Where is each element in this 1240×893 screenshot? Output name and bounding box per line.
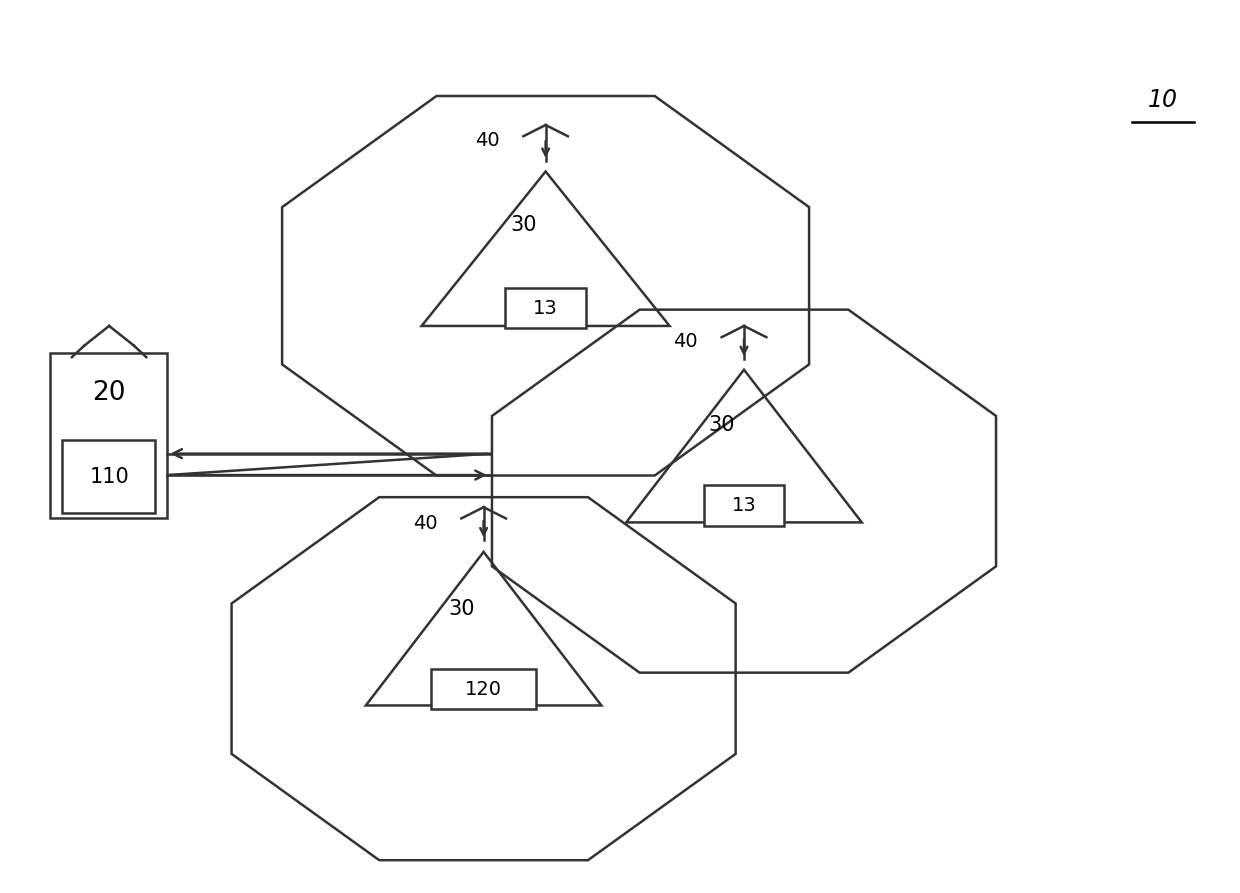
Bar [50, 353, 167, 518]
Text: 20: 20 [92, 380, 126, 406]
Text: 40: 40 [413, 513, 438, 533]
Bar [432, 670, 537, 709]
Text: 13: 13 [533, 298, 558, 318]
Bar [62, 440, 155, 513]
Text: 13: 13 [732, 496, 756, 515]
Text: 110: 110 [89, 467, 129, 487]
Text: 40: 40 [475, 130, 500, 150]
Text: 30: 30 [448, 599, 475, 619]
Text: 30: 30 [708, 415, 735, 435]
Text: 10: 10 [1148, 88, 1178, 112]
Text: 40: 40 [673, 331, 698, 351]
Text: 30: 30 [510, 215, 537, 235]
Bar [704, 486, 785, 525]
Text: 120: 120 [465, 680, 502, 699]
Bar [506, 288, 585, 328]
